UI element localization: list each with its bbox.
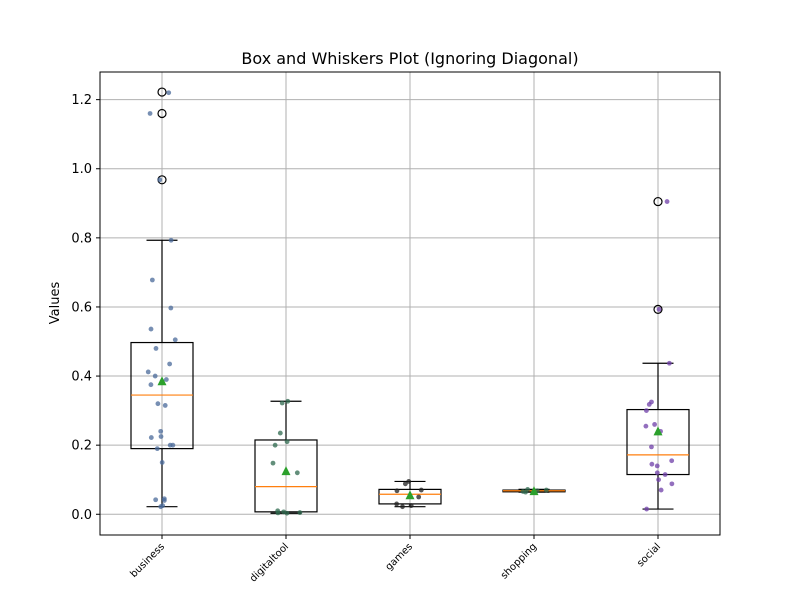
- data-point: [394, 501, 400, 507]
- data-point: [669, 481, 675, 487]
- data-point: [654, 470, 660, 476]
- data-point: [275, 510, 281, 516]
- data-point: [285, 398, 291, 404]
- x-tick-label: business: [129, 541, 168, 580]
- chart-title: Box and Whiskers Plot (Ignoring Diagonal…: [241, 49, 578, 68]
- x-tick-label: shopping: [499, 541, 539, 581]
- outlier-marker: [653, 196, 663, 207]
- data-point: [161, 498, 167, 503]
- data-point: [158, 434, 164, 439]
- data-point: [669, 458, 675, 464]
- data-point: [158, 504, 164, 510]
- data-point: [643, 423, 649, 429]
- grid-layer: [100, 72, 720, 535]
- data-point: [163, 377, 169, 382]
- data-point: [149, 277, 155, 283]
- data-point: [654, 463, 660, 469]
- y-tick-label: 1.2: [71, 93, 92, 108]
- data-point: [153, 497, 159, 503]
- mean-marker: [405, 490, 415, 500]
- data-point: [153, 346, 159, 351]
- data-point: [170, 442, 176, 448]
- data-point: [155, 401, 161, 407]
- data-point: [158, 428, 164, 434]
- x-tick-label: games: [384, 541, 416, 573]
- data-point: [284, 439, 290, 445]
- data-point: [394, 488, 400, 494]
- data-point: [172, 337, 178, 343]
- axis-layer: 0.0 0.2 0.4 0.6 0.8 1.0 1.2 business digitaltool…: [71, 93, 663, 584]
- mean-marker: [529, 486, 539, 496]
- x-tick-label: social: [635, 541, 663, 569]
- data-point: [644, 506, 650, 512]
- data-point: [662, 472, 668, 477]
- data-point: [148, 382, 154, 388]
- data-point: [656, 306, 662, 312]
- data-point: [167, 361, 173, 367]
- y-tick-label: 0.8: [71, 231, 92, 246]
- mean-marker: [157, 376, 167, 386]
- y-tick-label: 1.0: [71, 162, 92, 177]
- y-axis-label: Values: [48, 282, 63, 325]
- data-point: [649, 461, 655, 467]
- outlier-marker: [157, 87, 167, 97]
- data-point: [279, 400, 285, 406]
- data-point: [168, 305, 174, 311]
- data-point: [402, 481, 408, 487]
- data-point: [166, 90, 172, 96]
- data-point: [652, 422, 658, 427]
- data-point: [145, 369, 151, 375]
- data-point: [666, 360, 672, 366]
- mean-marker: [653, 426, 663, 436]
- x-tick-label: digitaltool: [248, 541, 291, 584]
- data-point: [148, 435, 154, 440]
- data-point: [523, 489, 528, 495]
- data-point: [400, 504, 405, 510]
- data-point: [147, 111, 153, 116]
- data-point: [270, 460, 276, 466]
- data-point: [418, 487, 424, 493]
- data-point: [406, 479, 412, 484]
- data-point: [168, 237, 174, 243]
- data-point: [148, 326, 154, 332]
- mean-marker: [281, 466, 291, 476]
- outlier-marker: [157, 108, 167, 119]
- data-point: [408, 503, 414, 509]
- y-tick-label: 0.4: [71, 370, 92, 385]
- data-point: [277, 430, 283, 436]
- data-point: [297, 510, 303, 515]
- data-point: [658, 487, 664, 493]
- data-point: [272, 442, 278, 448]
- data-point: [416, 494, 422, 500]
- data-point: [162, 403, 168, 408]
- data-point: [664, 199, 670, 204]
- data-point: [543, 487, 549, 493]
- data-point: [154, 446, 160, 452]
- y-tick-label: 0.0: [71, 508, 92, 523]
- outlier-marker: [653, 304, 663, 314]
- data-point: [157, 177, 163, 183]
- data-point: [159, 460, 165, 465]
- data-point: [656, 477, 662, 483]
- y-tick-label: 0.2: [71, 439, 92, 454]
- data-point: [152, 373, 158, 379]
- data-point: [646, 401, 652, 407]
- data-point: [294, 470, 300, 476]
- data-point: [649, 444, 654, 450]
- data-point: [644, 408, 649, 414]
- y-tick-label: 0.6: [71, 300, 92, 315]
- point-layer: [145, 90, 675, 516]
- data-point: [284, 510, 290, 516]
